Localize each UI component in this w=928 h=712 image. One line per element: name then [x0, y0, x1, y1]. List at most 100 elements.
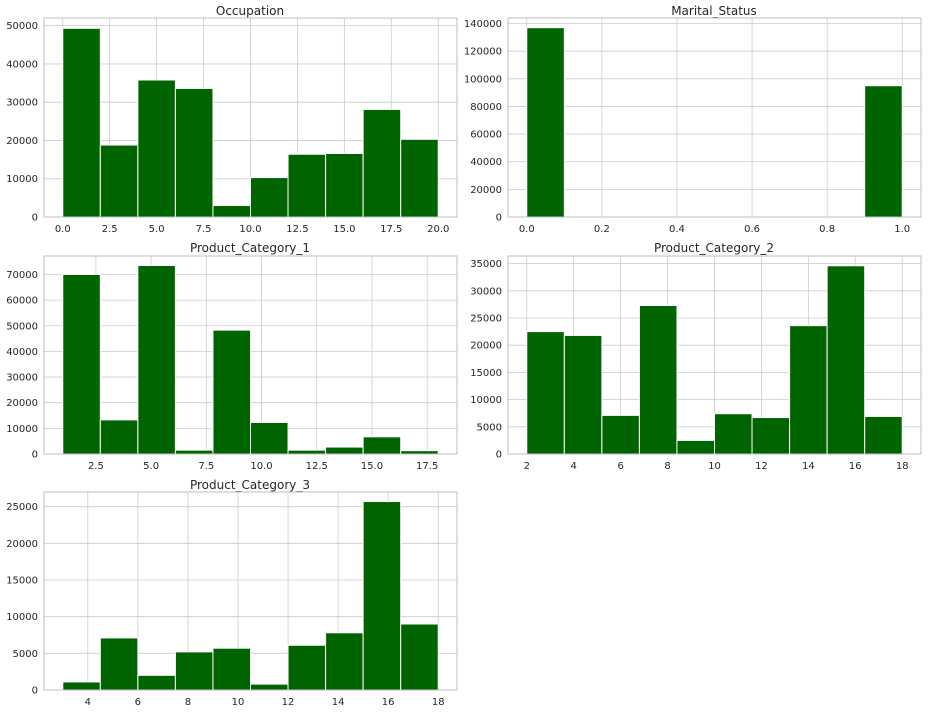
y-tick-label: 10000 [6, 612, 38, 623]
y-tick-label: 50000 [6, 21, 38, 32]
y-tick-label: 40000 [470, 157, 502, 168]
y-tick-label: 60000 [470, 130, 502, 141]
histogram-bar [250, 683, 289, 691]
x-tick-label: 2.5 [88, 461, 104, 472]
y-tick-label: 15000 [470, 368, 502, 379]
x-tick-label: 10 [232, 697, 245, 708]
axes-frame [43, 17, 458, 218]
histogram-bar [325, 152, 364, 218]
y-tick-label: 0 [496, 450, 502, 461]
y-tick-label: 40000 [6, 347, 38, 358]
x-tick-label: 15.0 [333, 224, 355, 235]
x-tick-label: 6 [617, 461, 623, 472]
panel-product-category-1: Product_Category_1 2.5 5.0 7.5 10.0 12.5 15.0… [6, 241, 458, 472]
histogram-bar [325, 632, 364, 691]
axes-frame [507, 255, 922, 455]
x-tick-label: 0.2 [594, 224, 610, 235]
histogram-bar [601, 414, 640, 455]
x-tick-label: 4 [571, 461, 577, 472]
x-tick-label: 0.6 [744, 224, 760, 235]
y-tick-label: 0 [32, 686, 38, 697]
histogram-bar [638, 305, 678, 455]
x-tick-label: 14 [802, 461, 815, 472]
y-tick-label: 40000 [6, 59, 38, 70]
histogram-bar [864, 415, 903, 455]
y-tick-label: 60000 [6, 296, 38, 307]
histogram-bar [99, 419, 139, 455]
y-tick-label: 10000 [470, 395, 502, 406]
x-tick-label: 16 [849, 461, 862, 472]
y-tick-label: 10000 [6, 174, 38, 185]
histogram-bar [99, 144, 139, 218]
y-tick-label: 20000 [470, 341, 502, 352]
histogram-bar [62, 681, 101, 691]
panel-product-category-3: Product_Category_3 4 6 8 10 12 14 16 18 0 5000 100… [6, 478, 458, 708]
x-tick-label: 5.0 [149, 224, 165, 235]
axes-frame [43, 255, 458, 455]
histogram-bar [714, 413, 753, 455]
y-tick-label: 30000 [6, 98, 38, 109]
x-tick-label: 0.8 [819, 224, 835, 235]
x-tick-label: 20.0 [427, 224, 449, 235]
histogram-bar [362, 436, 402, 455]
y-tick-label: 25000 [470, 314, 502, 325]
histogram-bar [400, 138, 439, 218]
x-tick-label: 4 [85, 697, 91, 708]
panel-marital-status: Marital_Status 0.0 0.2 0.4 0.6 0.8 1.0 0 20000 4… [464, 4, 922, 235]
x-tick-label: 6 [135, 697, 141, 708]
y-tick-label: 100000 [464, 74, 502, 85]
plot-area [508, 18, 921, 217]
histogram-bar [287, 153, 327, 218]
x-tick-label: 12 [282, 697, 295, 708]
histogram-bar [676, 439, 715, 455]
x-tick-label: 7.5 [196, 224, 212, 235]
histogram-bar [362, 501, 402, 691]
panel-title: Marital_Status [671, 4, 757, 18]
axes-frame [507, 17, 922, 218]
histogram-bar [62, 27, 101, 218]
y-tick-label: 20000 [6, 136, 38, 147]
y-tick-label: 70000 [6, 270, 38, 281]
histogram-bar [526, 27, 565, 218]
y-tick-label: 30000 [470, 286, 502, 297]
y-tick-label: 5000 [477, 422, 502, 433]
y-tick-label: 30000 [6, 373, 38, 384]
panel-title: Product_Category_2 [654, 241, 774, 255]
x-tick-label: 18 [896, 461, 909, 472]
x-tick-label: 18 [432, 697, 445, 708]
histogram-bar [212, 647, 251, 691]
y-tick-label: 20000 [6, 398, 38, 409]
histogram-bar [99, 637, 139, 691]
x-tick-label: 17.5 [380, 224, 402, 235]
histogram-bar [137, 674, 176, 691]
x-tick-label: 10.0 [250, 461, 272, 472]
panel-title: Product_Category_1 [190, 241, 310, 255]
histogram-bar [325, 446, 364, 455]
histogram-bar [362, 108, 402, 218]
y-tick-label: 50000 [6, 321, 38, 332]
x-tick-label: 14 [332, 697, 345, 708]
y-tick-label: 5000 [13, 649, 38, 660]
histogram-bar [287, 449, 327, 455]
panel-title: Occupation [216, 4, 284, 18]
histogram-bar [212, 329, 251, 455]
x-tick-label: 2.5 [102, 224, 118, 235]
y-tick-label: 0 [32, 213, 38, 224]
histogram-bar [137, 79, 176, 218]
x-tick-label: 1.0 [894, 224, 910, 235]
x-tick-label: 7.5 [198, 461, 214, 472]
x-tick-label: 15.0 [361, 461, 383, 472]
y-tick-label: 10000 [6, 424, 38, 435]
histogram-bar [137, 264, 176, 455]
histogram-bar [250, 177, 289, 218]
histogram-bar [751, 417, 791, 455]
y-tick-label: 80000 [470, 102, 502, 113]
y-tick-label: 140000 [464, 19, 502, 30]
y-tick-label: 20000 [470, 185, 502, 196]
x-tick-label: 10.0 [239, 224, 261, 235]
histogram-bar [789, 325, 828, 455]
x-tick-label: 12 [755, 461, 768, 472]
y-tick-label: 25000 [6, 502, 38, 513]
y-tick-label: 20000 [6, 539, 38, 550]
x-tick-label: 2 [524, 461, 530, 472]
